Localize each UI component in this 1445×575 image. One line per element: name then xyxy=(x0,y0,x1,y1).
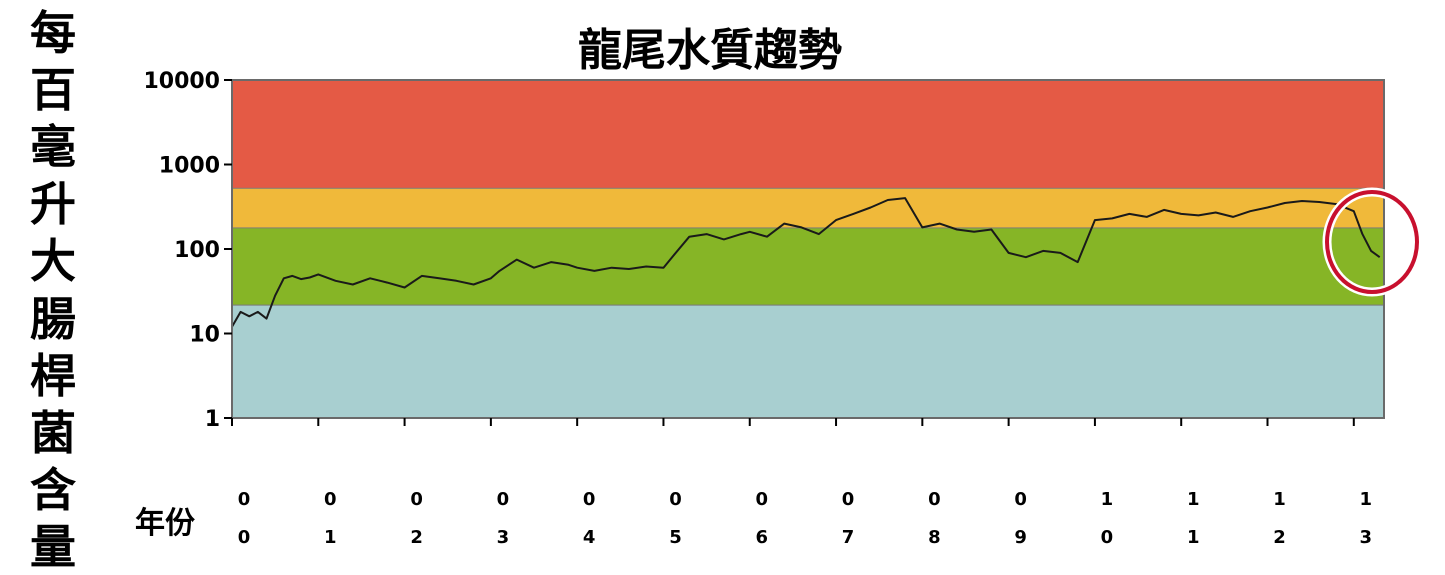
y-axis-label: 每百毫升大腸桿菌含量 xyxy=(18,10,88,570)
x-tick-label-top-2: 0 xyxy=(410,489,423,510)
x-tick-label-top-9: 0 xyxy=(1014,489,1027,510)
x-tick-label-bottom-10: 0 xyxy=(1101,527,1114,548)
x-axis-label: 年份 xyxy=(135,506,195,541)
x-tick-label-bottom-9: 9 xyxy=(1014,527,1027,548)
x-tick-label-top-7: 0 xyxy=(842,489,855,510)
y-axis-label-char: 毫 xyxy=(30,120,76,175)
y-axis-label-char: 量 xyxy=(30,519,76,574)
y-axis-label-char: 大 xyxy=(30,234,76,289)
x-tick-label-bottom-7: 7 xyxy=(842,527,855,548)
x-tick-label-top-4: 0 xyxy=(583,489,596,510)
x-tick-label-top-6: 0 xyxy=(755,489,768,510)
y-axis-label-char: 腸 xyxy=(30,291,76,346)
x-tick-label-top-10: 1 xyxy=(1101,489,1114,510)
y-tick-label-1: 10 xyxy=(189,323,220,348)
highlight-circle-red xyxy=(1325,190,1419,294)
x-tick-label-top-11: 1 xyxy=(1187,489,1200,510)
y-axis-label-char: 菌 xyxy=(30,405,76,460)
y-axis-label-char: 每 xyxy=(30,6,76,60)
chart-title: 龍尾水質趨勢 xyxy=(578,25,842,76)
band-3 xyxy=(232,80,1384,188)
x-tick-label-bottom-2: 2 xyxy=(410,527,423,548)
bands-layer xyxy=(232,80,1384,418)
line-layer xyxy=(231,197,1381,328)
x-tick-label-top-5: 0 xyxy=(669,489,682,510)
y-axis: 1 10 100 1000 10000 xyxy=(143,69,232,432)
x-axis: 0 0 0 1 0 2 0 3 0 4 0 5 0 6 0 7 0 8 0 9 1 0 1 1 1 2 1 3 xyxy=(231,418,1373,548)
series-line-0 xyxy=(231,197,1381,328)
x-tick-label-bottom-11: 1 xyxy=(1187,527,1200,548)
x-tick-label-bottom-5: 5 xyxy=(669,527,682,548)
y-tick-label-4: 10000 xyxy=(143,69,220,94)
band-0 xyxy=(232,304,1384,418)
x-tick-label-bottom-6: 6 xyxy=(755,527,768,548)
y-tick-label-0: 1 xyxy=(205,407,220,432)
x-tick-label-bottom-12: 2 xyxy=(1273,527,1286,548)
x-tick-label-top-3: 0 xyxy=(497,489,510,510)
x-tick-label-bottom-1: 1 xyxy=(324,527,337,548)
y-tick-label-2: 100 xyxy=(174,238,220,263)
y-axis-label-char: 桿 xyxy=(30,348,76,403)
x-tick-label-bottom-8: 8 xyxy=(928,527,941,548)
x-tick-label-bottom-4: 4 xyxy=(583,527,596,548)
band-2 xyxy=(232,187,1384,228)
x-tick-label-top-1: 0 xyxy=(324,489,337,510)
x-tick-label-top-12: 1 xyxy=(1273,489,1286,510)
x-tick-label-top-0: 0 xyxy=(238,489,251,510)
x-tick-label-bottom-13: 3 xyxy=(1360,527,1373,548)
x-tick-label-bottom-0: 0 xyxy=(238,527,251,548)
y-axis-label-char: 含 xyxy=(30,462,76,517)
y-tick-label-3: 1000 xyxy=(159,154,220,179)
x-tick-label-top-13: 1 xyxy=(1360,489,1373,510)
x-tick-label-bottom-3: 3 xyxy=(497,527,510,548)
x-tick-label-top-8: 0 xyxy=(928,489,941,510)
y-axis-label-char: 升 xyxy=(30,177,76,232)
band-1 xyxy=(232,227,1384,305)
y-axis-label-char: 百 xyxy=(30,63,76,118)
